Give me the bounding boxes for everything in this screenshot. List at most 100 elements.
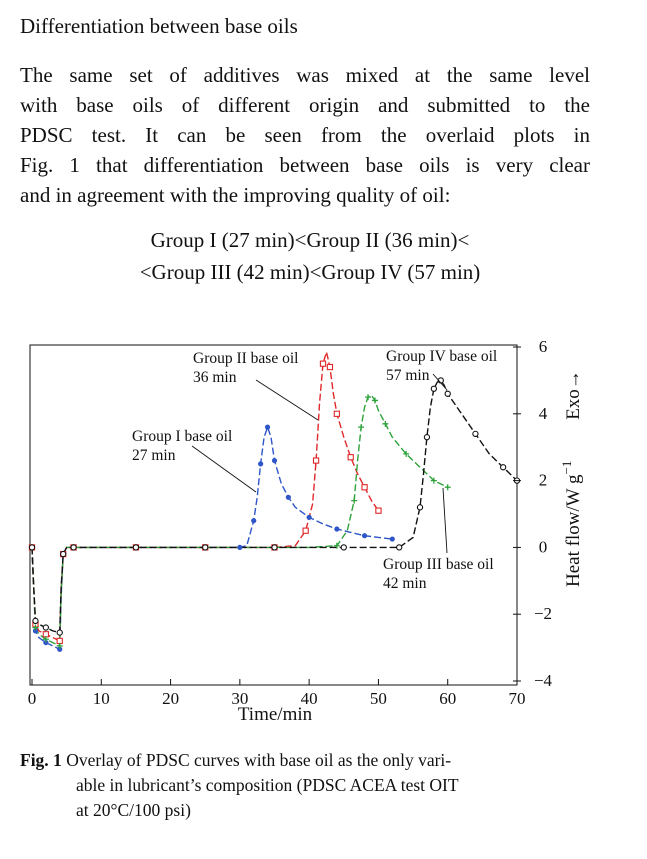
paragraph-line: The same set of additives was mixed at t… <box>20 63 590 87</box>
annotation-group-4-name: Group IV base oil <box>386 348 497 365</box>
y-tick-label: −2 <box>534 604 552 623</box>
x-tick-label: 0 <box>28 689 37 708</box>
formula-line: <Group III (42 min)<Group IV (57 min) <box>139 260 481 284</box>
data-point <box>202 544 209 551</box>
data-point <box>333 410 341 417</box>
data-point <box>42 631 50 638</box>
y-tick-label: 4 <box>539 404 548 423</box>
data-point <box>57 646 63 652</box>
annotation-group-1-name: Group I base oil <box>132 428 232 445</box>
series-line-group-2 <box>31 349 379 642</box>
x-tick-label: 50 <box>370 689 387 708</box>
data-point <box>312 457 320 464</box>
annotation-leaders <box>191 373 448 554</box>
data-point <box>56 642 63 649</box>
y-tick-label: 2 <box>539 471 548 490</box>
data-point <box>319 360 327 367</box>
paragraph-line: and in agreement with the improving qual… <box>20 183 451 207</box>
data-point <box>403 450 410 457</box>
data-point <box>340 544 347 551</box>
annotation-group-2: Group II base oil 36 min <box>193 350 298 386</box>
data-point <box>333 542 340 549</box>
annotation-group-3: Group III base oil 42 min <box>383 556 494 592</box>
x-tick-label: 40 <box>301 689 318 708</box>
data-point <box>396 544 403 551</box>
caption-line: able in lubricant’s composition (PDSC AC… <box>76 775 459 795</box>
annotation-group-3-time: 42 min <box>383 575 427 592</box>
x-tick-label: 70 <box>509 689 526 708</box>
data-point <box>132 544 140 551</box>
axis-ticks: 0 10 20 30 40 50 60 70 −4 −2 0 2 4 6 <box>28 337 553 708</box>
pdsc-chart: 0 10 20 30 40 50 60 70 −4 −2 0 2 4 6 Time/min Heat fl… <box>28 337 584 725</box>
paragraph-line: Fig. 1 that differentiation between base… <box>20 153 590 177</box>
data-point <box>347 454 354 461</box>
annotation-leader-group-1 <box>191 445 257 493</box>
data-point <box>251 518 257 524</box>
caption-line: Overlay of PDSC curves with base oil as … <box>66 750 452 770</box>
data-point <box>70 544 77 551</box>
caption-line: at 20°C/100 psi) <box>76 800 191 820</box>
data-point <box>28 544 36 551</box>
y-tick-label: −4 <box>534 671 553 690</box>
data-point <box>389 536 395 542</box>
data-point <box>371 397 378 404</box>
figure-label: Fig. 1 <box>20 750 62 770</box>
annotation-group-2-name: Group II base oil <box>193 350 298 367</box>
data-point <box>32 617 39 625</box>
y-axis-label: Heat flow/W g−1 <box>559 461 584 587</box>
plot-frame <box>29 344 518 686</box>
data-point <box>334 526 340 532</box>
y-tick-label: 6 <box>539 337 548 356</box>
data-point <box>358 424 365 431</box>
x-tick-label: 60 <box>439 689 456 708</box>
annotation-group-3-name: Group III base oil <box>383 556 494 573</box>
data-point <box>361 533 368 539</box>
annotation-group-2-time: 36 min <box>193 369 237 386</box>
plot-curves <box>31 349 518 651</box>
data-point <box>430 385 438 392</box>
data-point <box>285 494 291 500</box>
paragraph-line: PDSC test. It can be seen from the overl… <box>20 123 590 147</box>
annotation-leader-group-3 <box>442 487 448 554</box>
annotation-group-1: Group I base oil 27 min <box>132 428 232 464</box>
data-point <box>56 629 63 636</box>
data-point <box>444 484 451 491</box>
data-point <box>43 639 49 646</box>
section-heading: Differentiation between base oils <box>20 14 298 38</box>
data-point <box>302 527 309 534</box>
y-tick-label: 0 <box>539 537 548 556</box>
data-point <box>42 624 50 631</box>
data-point <box>56 637 63 645</box>
data-point <box>32 628 39 634</box>
data-point <box>351 497 358 504</box>
data-point <box>430 477 437 484</box>
data-point <box>237 544 243 550</box>
data-point <box>326 363 334 371</box>
x-tick-label: 20 <box>162 689 179 708</box>
data-point <box>423 434 431 441</box>
data-point <box>306 514 312 520</box>
data-point <box>258 461 264 467</box>
x-tick-label: 10 <box>93 689 110 708</box>
data-point <box>60 550 67 558</box>
y-axis-label-main: Heat flow/W g <box>563 474 584 587</box>
data-point <box>382 420 389 427</box>
annotation-group-4-time: 57 min <box>386 367 430 384</box>
formula-line: Group I (27 min)<Group II (36 min)< <box>150 228 470 252</box>
body-paragraph: The same set of additives was mixed at t… <box>20 60 590 210</box>
data-point <box>264 424 271 430</box>
x-axis-label: Time/min <box>238 704 313 725</box>
y-axis-label-superscript: −1 <box>559 461 574 475</box>
data-point <box>271 457 278 464</box>
annotation-group-4: Group IV base oil 57 min <box>386 348 497 384</box>
data-point <box>444 390 451 397</box>
annotation-leader-group-4 <box>432 373 448 391</box>
data-point <box>271 544 278 551</box>
series-line-group-3 <box>31 394 449 647</box>
annotation-leader-group-2 <box>255 379 319 421</box>
data-point <box>361 484 368 491</box>
series-line-group-4 <box>31 379 518 634</box>
paragraph-line: with base oils of different origin and s… <box>20 93 590 117</box>
x-tick-label: 30 <box>231 689 248 708</box>
data-point <box>472 430 479 437</box>
